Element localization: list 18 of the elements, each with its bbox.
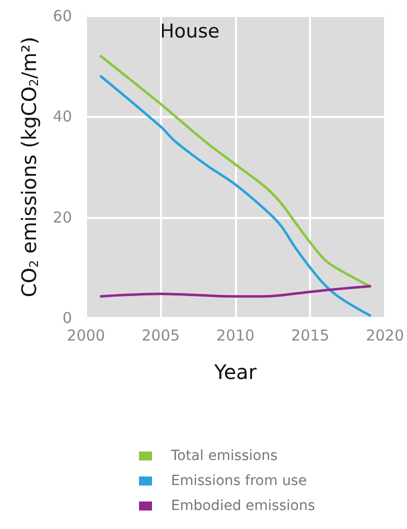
legend-label: Embodied emissions bbox=[171, 498, 316, 514]
y-tick-label: 20 bbox=[52, 208, 72, 226]
x-tick-label: 2005 bbox=[142, 326, 180, 344]
y-tick-label: 60 bbox=[52, 7, 72, 25]
y-axis-title: CO2 emissions (kgCO2/m²) bbox=[17, 36, 41, 298]
x-tick-label: 2015 bbox=[291, 326, 330, 344]
line-series bbox=[100, 75, 372, 317]
x-axis-title: Year bbox=[213, 360, 258, 384]
legend-label: Emissions from use bbox=[171, 473, 307, 489]
legend-label: Total emissions bbox=[170, 448, 278, 464]
y-tick-label: 0 bbox=[62, 309, 72, 327]
x-tick-label: 2020 bbox=[366, 326, 404, 344]
annotation: House bbox=[160, 20, 220, 42]
line-series bbox=[100, 285, 372, 298]
x-tick-label: 2010 bbox=[216, 326, 255, 344]
line-series bbox=[100, 55, 372, 288]
y-tick-label: 40 bbox=[52, 108, 72, 126]
x-tick-label: 2000 bbox=[66, 326, 106, 344]
